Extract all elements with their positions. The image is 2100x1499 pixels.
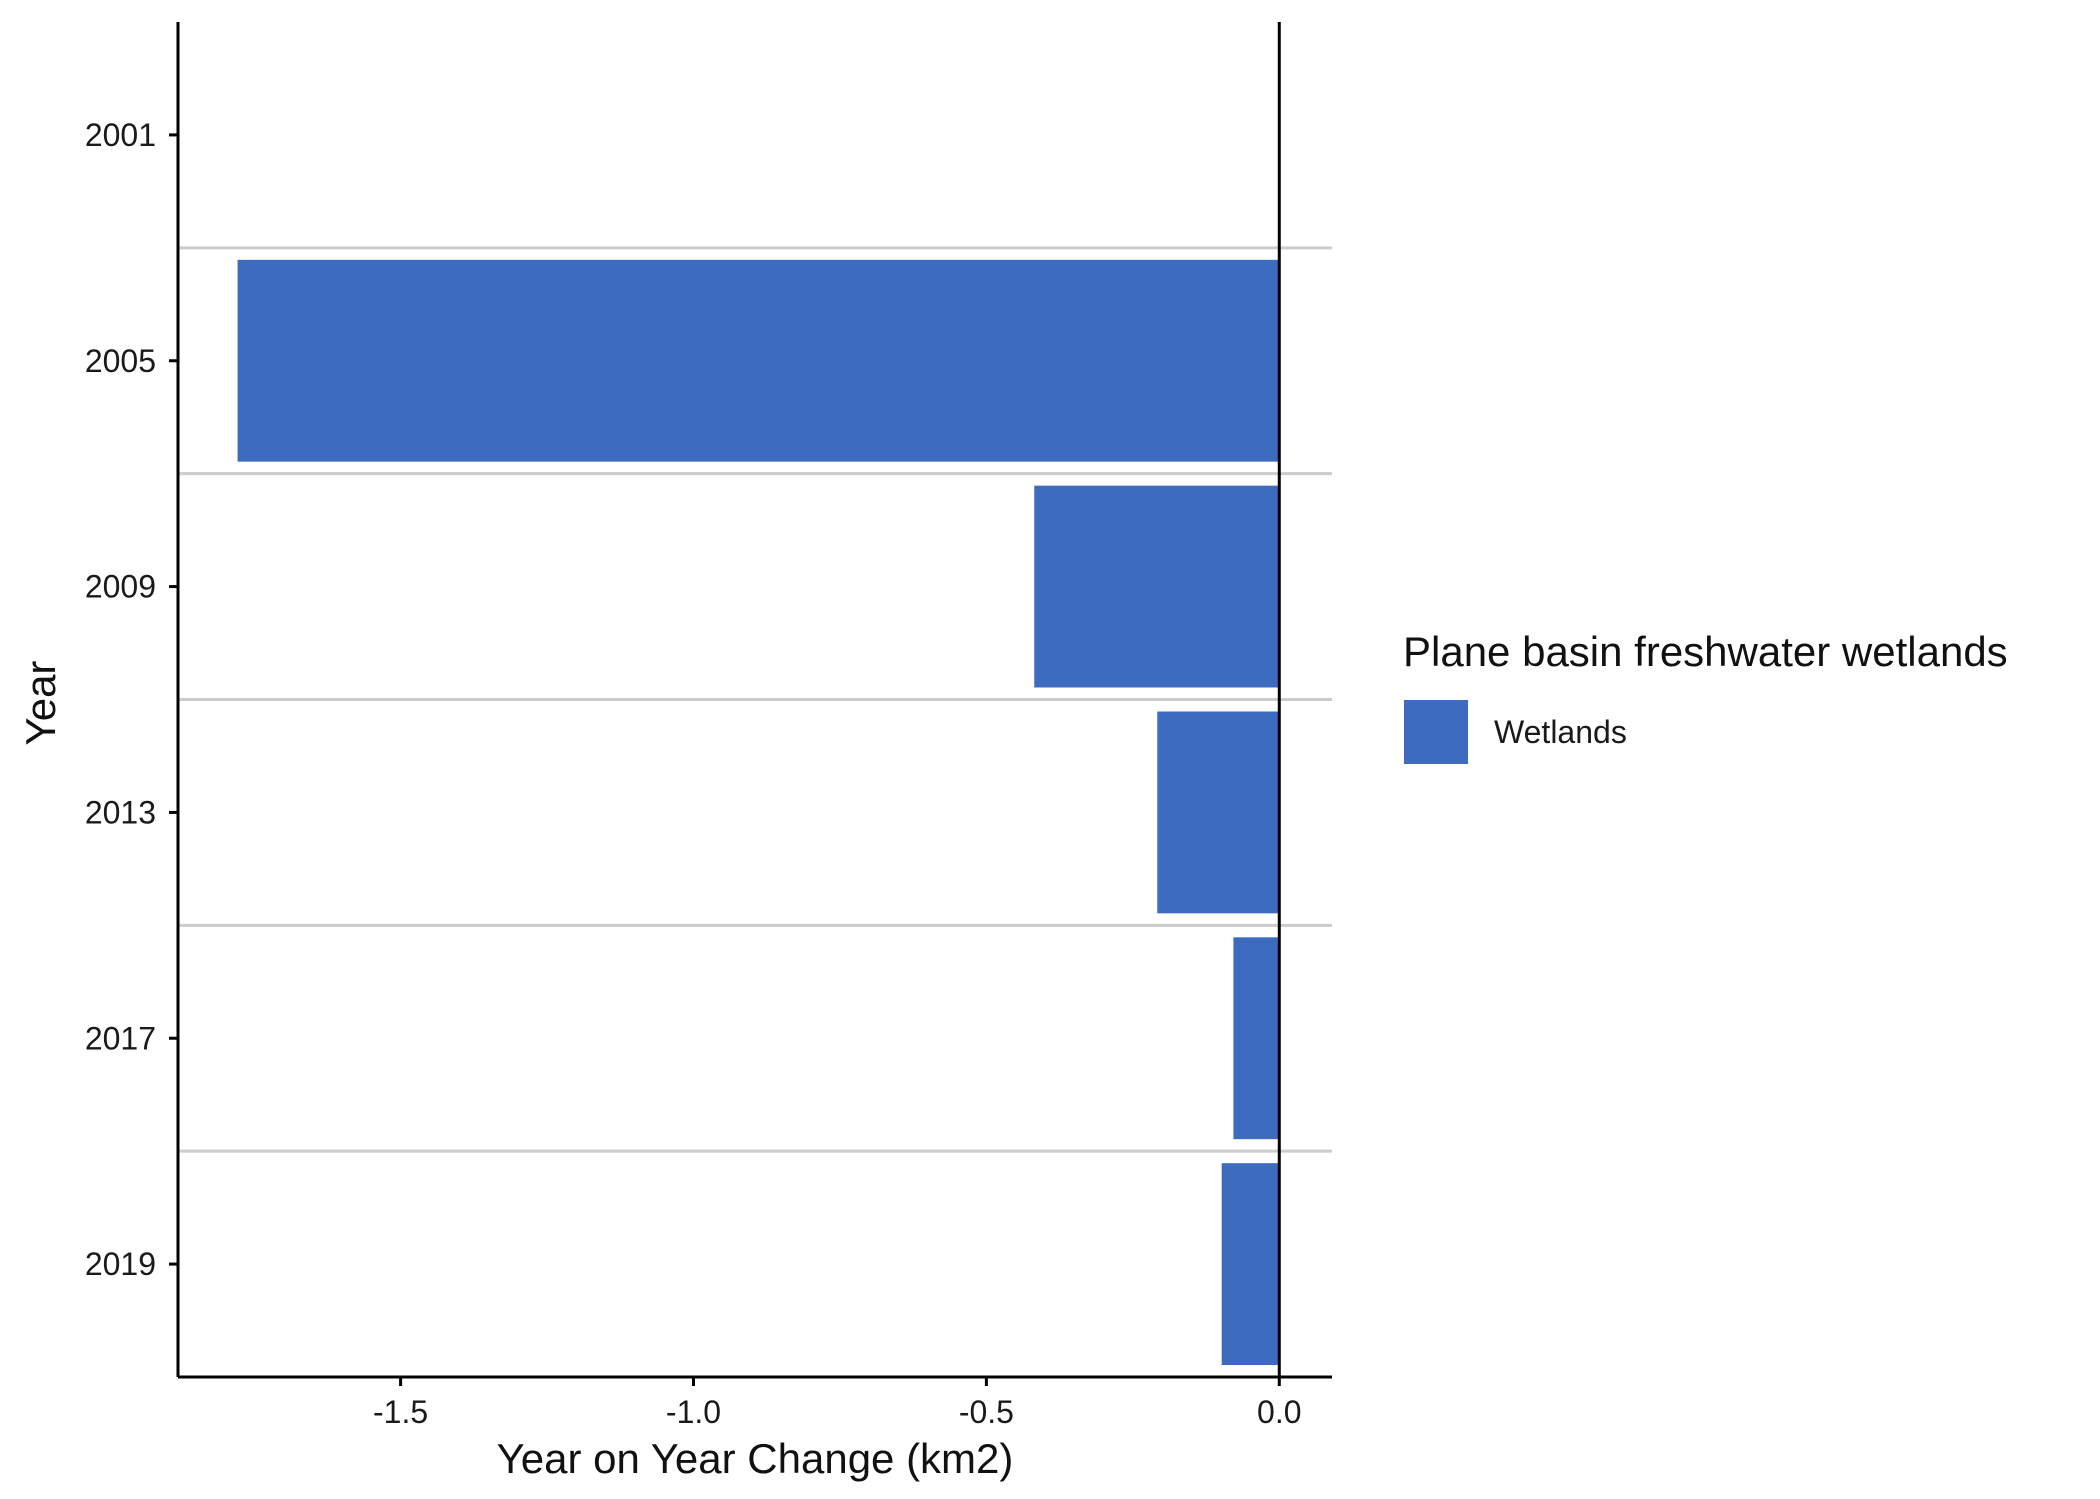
x-tick-label: -1.0 (666, 1394, 721, 1430)
y-tick-label: 2009 (85, 569, 156, 605)
y-tick-label: 2017 (85, 1020, 156, 1056)
y-axis-title: Year (17, 661, 64, 746)
x-axis-title: Year on Year Change (km2) (497, 1435, 1014, 1482)
legend-title: Plane basin freshwater wetlands (1403, 628, 2008, 675)
bar-2009 (1032, 483, 1281, 690)
row-separators (178, 246, 1332, 1153)
axes (169, 22, 1332, 1386)
bar-2017 (1231, 935, 1281, 1142)
x-tick-labels: -1.5 -1.0 -0.5 0.0 (373, 1394, 1301, 1430)
legend-key-wetlands (1402, 698, 1470, 766)
legend: Plane basin freshwater wetlands Wetlands (1402, 628, 2008, 766)
y-tick-label: 2005 (85, 343, 156, 379)
bar-2019 (1219, 1161, 1281, 1367)
legend-label-wetlands: Wetlands (1494, 714, 1627, 750)
y-tick-label: 2019 (85, 1246, 156, 1282)
x-tick-label: 0.0 (1257, 1394, 1301, 1430)
y-tick-label: 2013 (85, 794, 156, 830)
bars (235, 257, 1281, 1367)
x-tick-label: -0.5 (959, 1394, 1014, 1430)
y-tick-labels: 2001 2005 2009 2013 2017 2019 (85, 117, 156, 1282)
bar-2005 (235, 257, 1281, 464)
y-tick-label: 2001 (85, 117, 156, 153)
bar-2013 (1155, 709, 1281, 916)
x-tick-label: -1.5 (373, 1394, 428, 1430)
